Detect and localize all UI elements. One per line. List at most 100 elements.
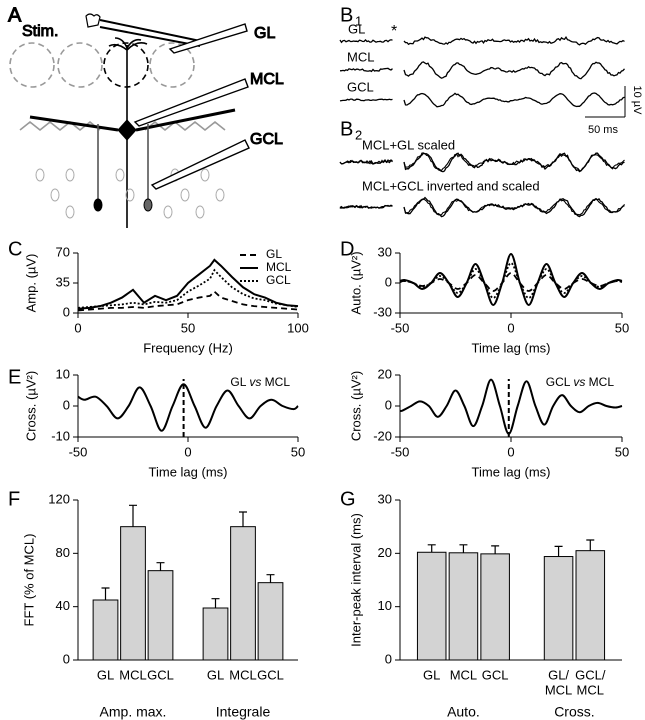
error-bar — [211, 598, 220, 608]
x-tick-label: -50 — [391, 320, 410, 335]
stim-wire — [99, 26, 201, 47]
annotation-part: GL — [230, 375, 246, 389]
x-tick-label: 0 — [507, 444, 514, 459]
y-tick-label: 10 — [378, 598, 392, 613]
error-bar — [101, 587, 110, 600]
panel-letter: B — [340, 4, 353, 26]
bar — [480, 553, 510, 661]
y-tick-label: 70 — [56, 244, 70, 259]
bar — [416, 551, 447, 661]
scale-label: 50 ms — [588, 124, 618, 136]
x-tick-label: 0 — [507, 320, 514, 335]
x-tick-label: 50 — [615, 320, 629, 335]
panel-index: 1 — [355, 13, 362, 28]
layer-label: GL — [254, 25, 275, 42]
x-tick-label: MCL — [545, 682, 572, 697]
error-bar — [491, 545, 500, 554]
panel-letter: F — [8, 488, 20, 510]
bar — [92, 599, 119, 661]
error-bar — [239, 511, 247, 527]
y-tick-label: 0 — [385, 274, 392, 289]
panel-letter: D — [340, 238, 354, 260]
y-tick-label: 0 — [63, 397, 70, 412]
y-tick-label: 0 — [63, 304, 70, 319]
line-series — [399, 272, 623, 292]
electrodes — [133, 23, 250, 190]
x-tick-label: GL/ — [548, 667, 569, 682]
layer-label: GCL — [250, 131, 283, 148]
x-tick-label: MCL — [229, 667, 256, 682]
bar — [147, 570, 174, 661]
annotation: GL vs MCL — [230, 375, 290, 389]
error-bar — [586, 539, 595, 551]
annotation: GCL vs MCL — [546, 375, 615, 389]
trace-label: MCL — [347, 49, 374, 64]
granule-soma — [93, 198, 103, 212]
legend-label: GL — [266, 247, 282, 261]
trace-label: GL — [348, 21, 365, 36]
y-tick-label: 20 — [378, 545, 392, 560]
x-tick-label: MCL — [577, 682, 604, 697]
x-tick-label: MCL — [119, 667, 146, 682]
x-tick-label: 100 — [287, 320, 309, 335]
x-tick-label: 0 — [74, 320, 81, 335]
x-axis-label: Time lag (ms) — [149, 464, 228, 479]
line-series — [77, 383, 299, 432]
x-tick-label: GL — [207, 667, 224, 682]
legend-label: GCL — [266, 273, 291, 287]
y-tick-label: 80 — [56, 545, 70, 560]
x-tick-label: GL — [423, 667, 440, 682]
line-series — [77, 268, 299, 309]
trace — [339, 152, 625, 173]
x-tick-label: 50 — [615, 444, 629, 459]
trace — [339, 92, 625, 108]
error-bar — [459, 544, 468, 553]
group-label: Cross. — [554, 704, 594, 720]
bar — [543, 556, 574, 661]
stim-label: Stim. — [22, 23, 58, 40]
group-label: Integrale — [216, 704, 271, 720]
y-tick-label: -20 — [373, 428, 392, 443]
x-tick-label: 0 — [184, 444, 191, 459]
granule-layer — [35, 168, 225, 219]
traces: B 1 GL MCL GCL * 10 µV 50 ms B 2 MCL+GL … — [339, 4, 643, 218]
x-tick-label: -50 — [391, 444, 410, 459]
y-axis-label: Inter-peak interval (ms) — [348, 513, 363, 647]
y-axis-label: FFT (% of MCL) — [21, 534, 36, 627]
y-axis-label: Cross. (µV²) — [348, 371, 363, 441]
trace — [339, 61, 625, 80]
error-bar — [156, 562, 165, 571]
y-tick-label: 0 — [385, 651, 392, 666]
y-axis-label: Auto. (µV²) — [348, 251, 363, 314]
glomerulus — [103, 42, 149, 88]
lateral-dendrite — [135, 108, 236, 132]
error-bar — [266, 574, 275, 583]
annotation-part: vs — [573, 375, 585, 389]
x-tick-label: GCL — [257, 667, 284, 682]
annotation-part: MCL — [265, 375, 291, 389]
trace-label: MCL+GCL inverted and scaled — [362, 178, 540, 193]
lateral-dendrite — [29, 115, 119, 132]
y-tick-label: 20 — [378, 366, 392, 381]
y-tick-label: 10 — [56, 366, 70, 381]
group-label: Auto. — [447, 704, 480, 720]
panel-letter: A — [8, 4, 22, 26]
y-tick-label: 30 — [378, 491, 392, 506]
y-axis-label: Amp. (µV) — [23, 254, 38, 313]
diagram: A Stim. GL MCL GCL — [8, 4, 284, 228]
glomeruli — [9, 42, 195, 88]
x-tick-label: -50 — [69, 444, 88, 459]
bar — [257, 582, 284, 661]
bar — [230, 526, 256, 661]
x-tick-label: 50 — [181, 320, 195, 335]
x-tick-label: GCL — [147, 667, 174, 682]
y-axis-label: Cross. (µV²) — [23, 371, 38, 441]
panel-letter: B — [340, 118, 353, 140]
trace — [339, 36, 625, 46]
layer-label: MCL — [250, 71, 284, 88]
mitral-soma — [117, 119, 137, 141]
x-tick-label: GCL — [482, 667, 509, 682]
annotation-part: GCL — [546, 375, 571, 389]
x-axis-label: Frequency (Hz) — [143, 340, 233, 355]
line-series — [399, 262, 623, 299]
